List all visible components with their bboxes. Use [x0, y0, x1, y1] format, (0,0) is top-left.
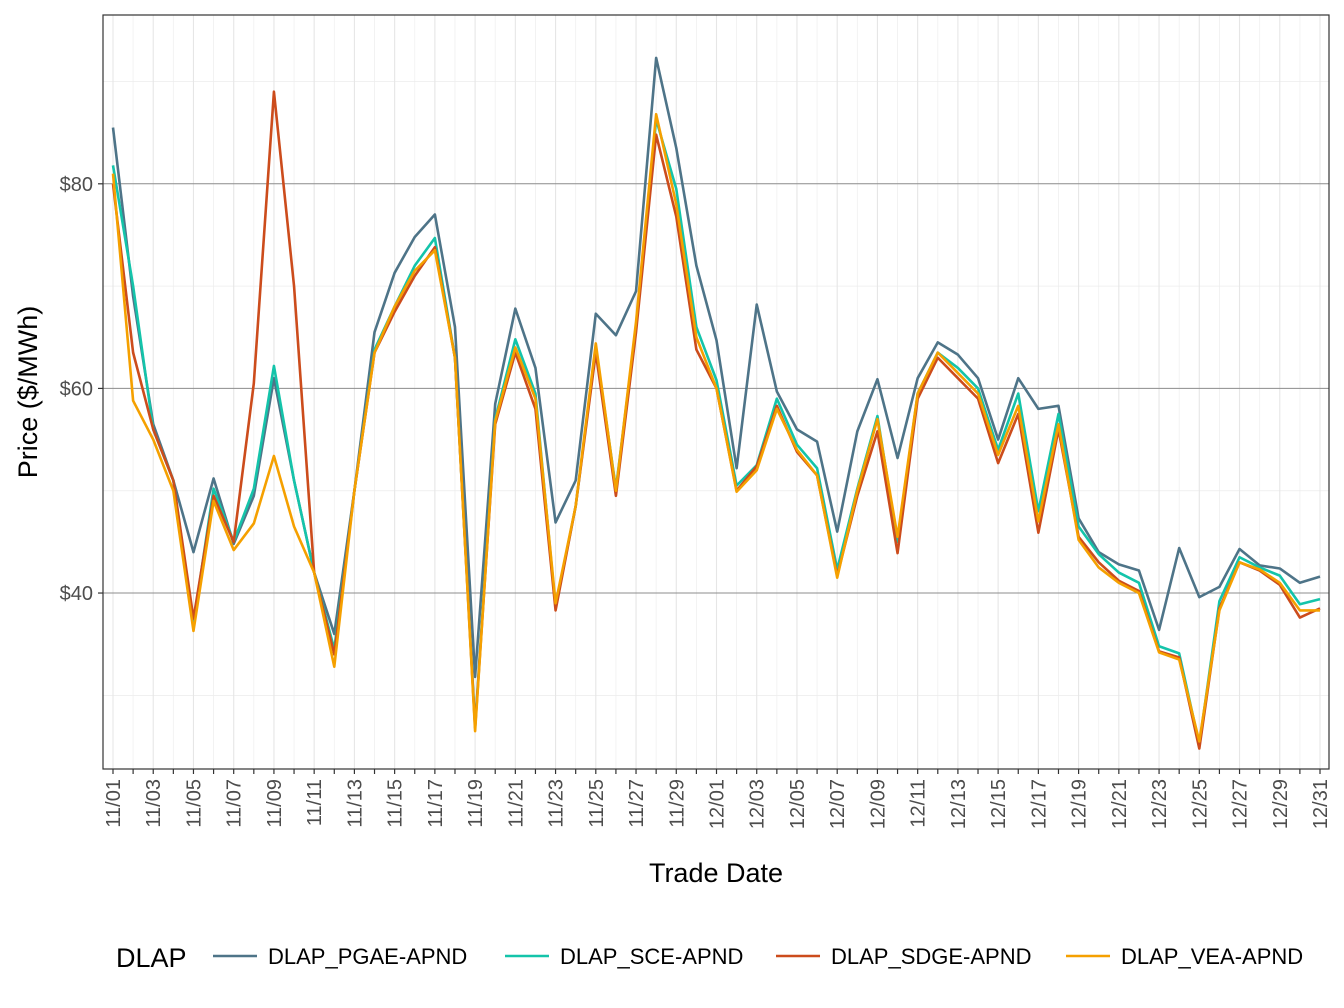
x-tick-label: 11/21	[505, 779, 527, 828]
series-lines	[111, 56, 1321, 750]
x-tick-label: 12/07	[827, 779, 849, 829]
y-tick-label: $60	[60, 378, 93, 400]
x-tick-label: 11/23	[546, 779, 568, 828]
x-tick-label: 12/27	[1230, 779, 1252, 829]
x-tick-label: 11/15	[385, 779, 407, 828]
x-axis-title: Trade Date	[649, 858, 783, 888]
x-tick-label: 12/01	[707, 779, 729, 829]
x-tick-label: 12/05	[787, 779, 809, 829]
x-tick-label: 11/27	[626, 779, 648, 828]
x-tick-label: 12/13	[948, 779, 970, 829]
x-tick-label: 11/17	[425, 779, 447, 828]
x-tick-label: 12/17	[1028, 779, 1050, 829]
x-tick-label: 11/01	[103, 779, 125, 828]
x-tick-label: 12/15	[988, 779, 1010, 829]
legend-label: DLAP_SDGE-APND	[831, 944, 1032, 969]
x-tick-label: 11/07	[224, 779, 246, 828]
x-tick-label: 11/09	[264, 779, 286, 828]
y-tick-label: $80	[60, 174, 93, 196]
x-tick-label: 11/13	[344, 779, 366, 828]
y-axis-title: Price ($/MWh)	[13, 306, 43, 479]
x-tick-label: 11/29	[666, 779, 688, 828]
legend-label: DLAP_SCE-APND	[560, 944, 743, 969]
series-line	[111, 112, 1320, 743]
x-tick-label: 12/03	[747, 779, 769, 829]
x-axis: 11/01 11/03 11/05 11/07 11/09 11/11 11/13 11/15…	[103, 769, 1332, 829]
x-tick-label: 12/25	[1189, 779, 1211, 829]
legend-title: DLAP	[116, 943, 187, 973]
x-tick-label: 12/29	[1270, 779, 1292, 829]
x-tick-label: 12/09	[867, 779, 889, 829]
legend-label: DLAP_VEA-APND	[1121, 944, 1303, 969]
major-gridlines	[103, 15, 1329, 769]
y-tick-label: $40	[60, 583, 93, 605]
x-tick-label: 11/19	[465, 779, 487, 828]
x-tick-label: 11/03	[143, 779, 165, 828]
x-tick-label: 12/19	[1069, 779, 1091, 829]
x-tick-label: 11/11	[304, 779, 326, 826]
x-tick-label: 12/23	[1149, 779, 1171, 829]
x-tick-label: 11/05	[183, 779, 205, 828]
legend-label: DLAP_PGAE-APND	[268, 944, 467, 969]
x-tick-label: 12/21	[1109, 779, 1131, 829]
x-tick-label: 11/25	[586, 779, 608, 828]
x-tick-label: 12/11	[908, 779, 930, 828]
legend: DLAP DLAP_PGAE-APND DLAP_SCE-APND DLAP_SDG…	[116, 943, 1303, 973]
x-tick-label: 12/31	[1310, 779, 1332, 829]
y-axis: $40 $60 $80	[60, 174, 103, 605]
